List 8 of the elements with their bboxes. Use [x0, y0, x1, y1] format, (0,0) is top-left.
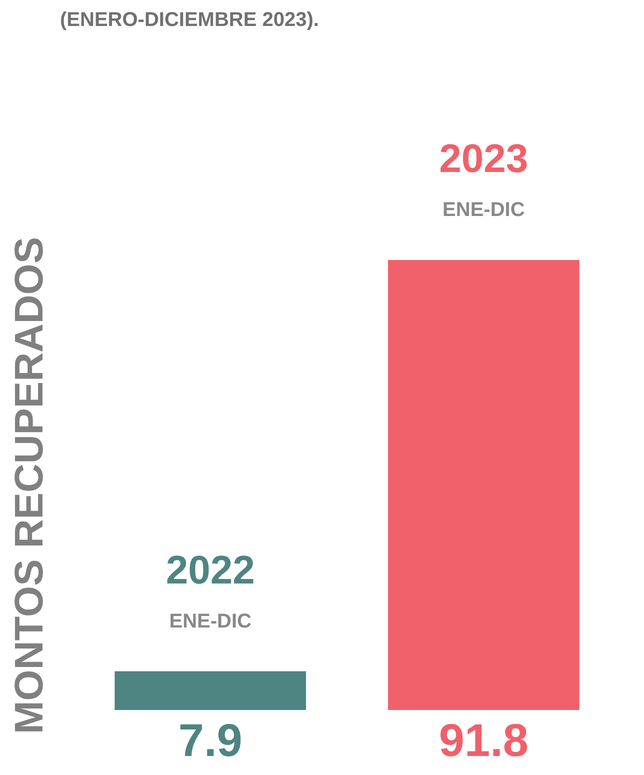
data-label: 7.9 [178, 714, 242, 766]
chart-title: (ENERO-DICIEMBRE 2023). [60, 9, 319, 31]
data-label: 91.8 [438, 714, 528, 766]
x-tick-label: 2023 [439, 137, 528, 181]
annotation: ENE-DIC [442, 199, 525, 221]
annotation: ENE-DIC [169, 610, 252, 632]
y-axis-title: MONTOS RECUPERADOS [8, 236, 52, 734]
x-tick-label: 2022 [166, 548, 255, 592]
